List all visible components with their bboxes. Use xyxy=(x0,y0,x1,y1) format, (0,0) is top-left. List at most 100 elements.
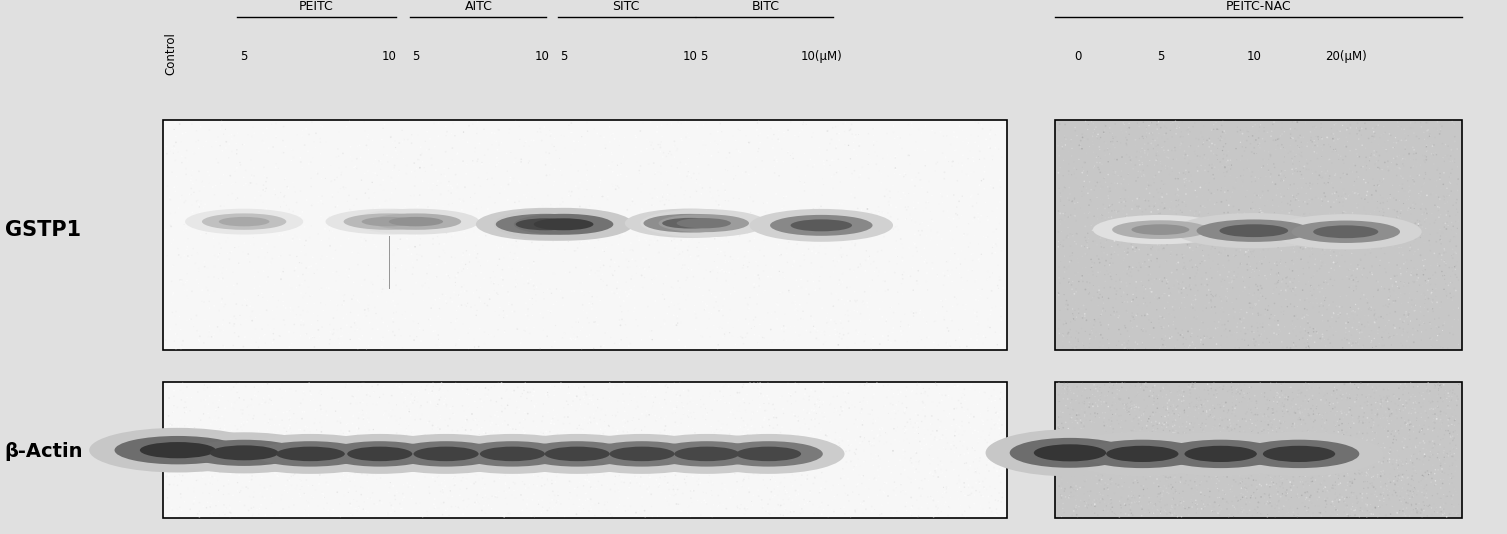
Point xyxy=(1314,497,1338,505)
Point xyxy=(1442,292,1466,301)
Point xyxy=(1150,412,1174,421)
Point xyxy=(556,383,580,391)
Point xyxy=(671,176,695,185)
Point xyxy=(1074,394,1099,402)
Point xyxy=(439,318,463,327)
Point xyxy=(484,420,508,429)
Point xyxy=(303,485,327,494)
Point xyxy=(889,194,913,203)
Point xyxy=(1071,470,1096,478)
Point xyxy=(1349,124,1373,132)
Point xyxy=(347,408,371,417)
Point xyxy=(357,434,381,442)
Point xyxy=(1178,382,1203,390)
Point xyxy=(536,390,561,399)
Point xyxy=(966,296,990,305)
Point xyxy=(1403,483,1427,492)
Point xyxy=(967,461,992,469)
Point xyxy=(1117,175,1141,184)
Point xyxy=(187,136,211,145)
Point xyxy=(1427,129,1451,138)
Point xyxy=(930,127,954,136)
Point xyxy=(1266,488,1290,496)
Point xyxy=(1180,398,1204,406)
Point xyxy=(643,233,668,242)
Point xyxy=(1243,465,1267,474)
Point xyxy=(628,170,653,179)
Point xyxy=(961,483,986,492)
Point xyxy=(1365,409,1389,418)
Point xyxy=(723,136,747,145)
Point xyxy=(1341,262,1365,270)
Point xyxy=(1308,230,1332,239)
Point xyxy=(653,156,677,165)
Point xyxy=(1272,456,1296,464)
Point xyxy=(966,132,990,140)
Point xyxy=(294,497,318,505)
Point xyxy=(1441,146,1465,155)
Point xyxy=(1112,458,1136,466)
Point xyxy=(603,411,627,419)
Point xyxy=(1432,484,1456,493)
Point xyxy=(303,264,327,273)
Point xyxy=(1273,287,1298,296)
Point xyxy=(793,256,817,264)
Point xyxy=(577,262,601,270)
Point xyxy=(888,240,912,249)
Point xyxy=(517,189,541,197)
Point xyxy=(426,504,451,512)
Point xyxy=(1430,479,1454,488)
Point xyxy=(282,185,306,193)
Point xyxy=(662,142,686,151)
Point xyxy=(401,270,425,278)
Point xyxy=(1201,502,1225,511)
Point xyxy=(975,404,999,413)
Point xyxy=(1210,494,1234,503)
Point xyxy=(1198,470,1222,478)
Point xyxy=(1341,266,1365,275)
Point xyxy=(345,296,369,305)
Point xyxy=(1328,198,1352,207)
Point xyxy=(888,428,912,437)
Point xyxy=(1358,237,1382,245)
Point xyxy=(1106,419,1130,428)
Point xyxy=(1071,177,1096,185)
Point xyxy=(1097,339,1121,348)
Point xyxy=(687,320,711,328)
Point xyxy=(1367,323,1391,332)
Point xyxy=(594,451,618,460)
Point xyxy=(1050,408,1074,417)
Point xyxy=(1073,395,1097,403)
Point xyxy=(1398,317,1423,325)
Point xyxy=(754,436,778,444)
Point xyxy=(782,291,806,300)
Point xyxy=(785,413,809,421)
Point xyxy=(268,275,292,284)
Point xyxy=(757,458,781,466)
Point xyxy=(407,222,431,230)
Point xyxy=(1338,482,1362,490)
Point xyxy=(1320,124,1344,133)
Point xyxy=(1248,217,1272,226)
Point xyxy=(496,444,520,452)
Point xyxy=(633,441,657,449)
Point xyxy=(1248,404,1272,412)
Point xyxy=(1400,331,1424,339)
Point xyxy=(597,123,621,131)
Point xyxy=(250,289,274,297)
Point xyxy=(1213,475,1237,483)
Point xyxy=(882,392,906,401)
Point xyxy=(332,301,356,309)
Point xyxy=(1364,160,1388,168)
Point xyxy=(1215,498,1239,506)
Point xyxy=(1337,512,1361,520)
Point xyxy=(1405,464,1429,473)
Point xyxy=(1206,219,1230,227)
Point xyxy=(425,273,449,281)
Point xyxy=(1308,461,1332,469)
Point xyxy=(1195,411,1219,419)
Point xyxy=(196,217,220,225)
Point xyxy=(749,383,773,391)
Point xyxy=(552,224,576,233)
Point xyxy=(1136,256,1160,264)
